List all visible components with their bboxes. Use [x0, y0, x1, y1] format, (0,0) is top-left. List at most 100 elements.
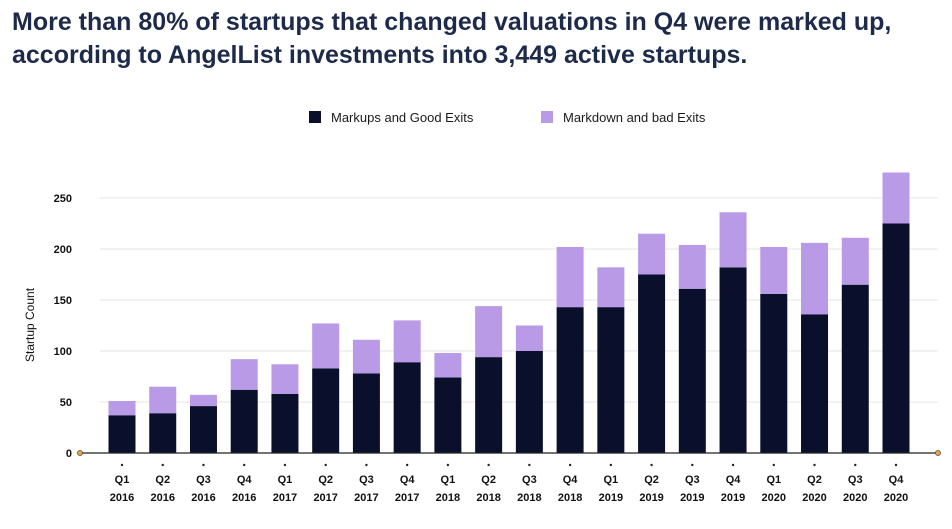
x-tick-quarter: Q1 [115, 474, 130, 486]
x-tick-quarter: Q1 [441, 474, 456, 486]
bar-markups [719, 267, 747, 453]
bar-markups [189, 406, 217, 453]
bar-markdowns [393, 320, 421, 363]
x-tick-mark [365, 463, 368, 467]
x-tick-quarter: Q3 [848, 474, 863, 486]
x-tick-mark [161, 463, 164, 467]
x-tick-quarter: Q4 [563, 474, 579, 486]
x-tick-quarter: Q1 [278, 474, 293, 486]
bar-markups [434, 377, 462, 453]
x-tick-quarter: Q3 [359, 474, 374, 486]
bar-markdowns [352, 339, 380, 374]
bar-markdowns [882, 172, 910, 224]
x-tick-year: 2019 [639, 492, 663, 504]
x-tick-quarter: Q1 [766, 474, 781, 486]
x-tick-mark [609, 463, 613, 467]
x-tick-mark [202, 463, 205, 467]
x-tick-year: 2020 [762, 492, 786, 504]
bar-markdowns [434, 353, 462, 378]
bar-markups [312, 368, 340, 453]
bar-markups [882, 223, 910, 453]
x-tick-quarter: Q2 [807, 474, 822, 486]
bar-markups [760, 293, 788, 453]
x-tick-year: 2017 [273, 492, 297, 504]
x-tick-mark [487, 463, 490, 467]
bar-markups [108, 415, 136, 453]
bar-markups [515, 351, 543, 453]
x-tick-mark [283, 463, 287, 467]
bars [108, 172, 910, 453]
x-tick-year: 2019 [599, 492, 623, 504]
bar-markdowns [271, 364, 299, 394]
axis-end-marker [935, 450, 941, 456]
x-tick-mark [894, 463, 898, 467]
bar-markups [475, 357, 503, 453]
x-tick-year: 2018 [558, 492, 582, 504]
bar-markups [801, 314, 829, 453]
bar-markdowns [189, 394, 217, 407]
x-tick-quarter: Q2 [481, 474, 496, 486]
x-tick-mark [405, 463, 409, 467]
x-tick-quarter: Q1 [603, 474, 618, 486]
bar-markups [841, 284, 869, 453]
x-tick-quarter: Q4 [889, 474, 905, 486]
x-axis [77, 450, 941, 456]
x-tick-quarter: Q2 [318, 474, 333, 486]
bar-markdowns [678, 244, 706, 289]
x-tick-year: 2016 [191, 492, 215, 504]
bar-markdowns [801, 242, 829, 315]
bar-markups [352, 373, 380, 453]
y-axis-ticks: 0 50 100 150 200 250 [54, 193, 72, 460]
axis-start-marker [77, 450, 83, 456]
y-tick-label: 0 [66, 448, 72, 460]
x-tick-mark [813, 463, 816, 467]
x-tick-mark [243, 463, 246, 467]
x-tick-quarter: Q3 [685, 474, 700, 486]
x-tick-year: 2020 [802, 492, 826, 504]
x-tick-mark [568, 463, 572, 467]
x-tick-year: 2018 [436, 492, 460, 504]
legend-label: Markups and Good Exits [331, 110, 474, 125]
bar-markdowns [841, 237, 869, 285]
bar-markdowns [556, 246, 584, 308]
x-tick-year: 2020 [843, 492, 867, 504]
y-tick-label: 150 [54, 295, 72, 307]
x-tick-mark [691, 463, 694, 467]
bar-markups [556, 307, 584, 453]
x-tick-year: 2019 [721, 492, 745, 504]
legend-label: Markdown and bad Exits [563, 110, 706, 125]
bar-markdowns [149, 386, 177, 414]
legend-swatch [309, 111, 321, 123]
y-tick-label: 200 [54, 244, 72, 256]
bar-markdowns [230, 359, 258, 390]
x-tick-mark [772, 463, 775, 467]
bar-markdowns [312, 323, 340, 369]
x-tick-quarter: Q3 [196, 474, 211, 486]
x-tick-year: 2019 [680, 492, 704, 504]
chart-title: More than 80% of startups that changed v… [12, 8, 892, 69]
bar-markdowns [638, 233, 666, 275]
x-tick-mark [731, 463, 735, 467]
x-tick-year: 2016 [110, 492, 134, 504]
bar-markdowns [760, 246, 788, 294]
bar-markups [678, 288, 706, 453]
bar-markups [638, 274, 666, 453]
legend: Markups and Good Exits Markdown and bad E… [309, 110, 706, 125]
legend-swatch [541, 111, 553, 123]
x-tick-mark [446, 463, 450, 467]
x-tick-year: 2018 [476, 492, 500, 504]
y-tick-label: 50 [60, 397, 72, 409]
x-tick-mark [650, 463, 653, 467]
y-tick-label: 250 [54, 193, 72, 205]
x-tick-year: 2018 [517, 492, 541, 504]
x-tick-year: 2016 [232, 492, 256, 504]
x-tick-quarter: Q4 [400, 474, 416, 486]
bar-markdowns [475, 306, 503, 358]
bar-markdowns [719, 212, 747, 268]
bar-markups [597, 307, 625, 453]
x-tick-quarter: Q3 [522, 474, 537, 486]
bar-markups [271, 393, 299, 453]
x-tick-mark [324, 463, 327, 467]
x-tick-year: 2017 [395, 492, 419, 504]
x-tick-quarter: Q4 [726, 474, 742, 486]
